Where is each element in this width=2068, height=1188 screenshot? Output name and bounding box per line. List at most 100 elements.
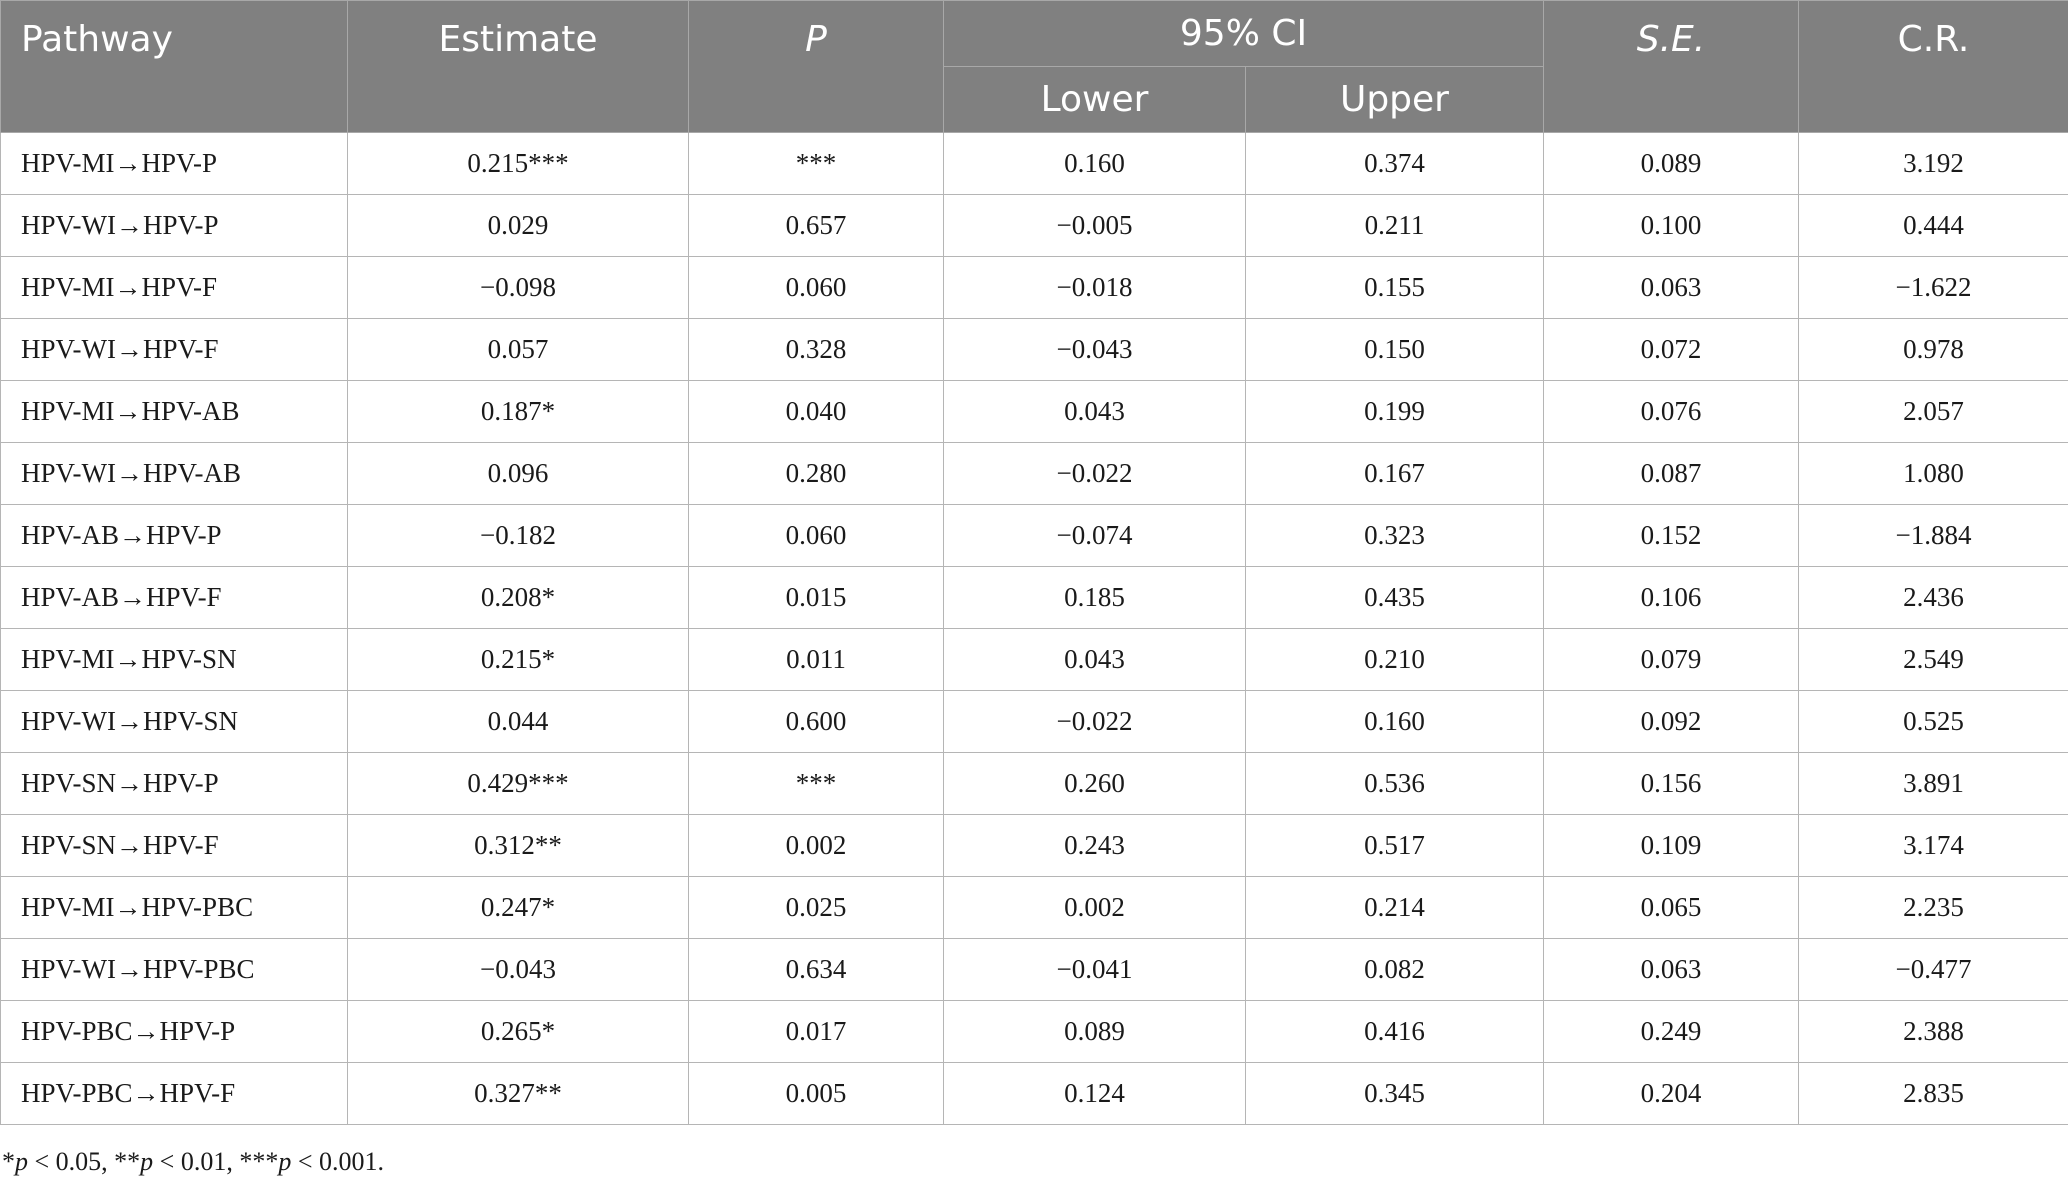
table-row: HPV-WI→HPV-F 0.057 0.328 −0.043 0.150 0.072 0.… — [0, 318, 2068, 381]
p-value-cell: 0.015 — [688, 566, 944, 629]
se-cell: 0.109 — [1543, 814, 1799, 877]
table-row: HPV-MI→HPV-SN 0.215* 0.011 0.043 0.210 0.079 2… — [0, 628, 2068, 691]
pathway-cell: HPV-MI→HPV-F — [0, 256, 348, 319]
se-cell: 0.087 — [1543, 442, 1799, 505]
ci-upper-cell: 0.160 — [1245, 690, 1544, 753]
ci-lower-cell: −0.043 — [943, 318, 1246, 381]
p-value-cell: 0.280 — [688, 442, 944, 505]
pathway-cell: HPV-MI→HPV-PBC — [0, 876, 348, 939]
p-value-cell: 0.060 — [688, 504, 944, 567]
header-lower: Lower — [943, 66, 1246, 133]
pathway-cell: HPV-PBC→HPV-P — [0, 1000, 348, 1063]
pathway-cell: HPV-AB→HPV-F — [0, 566, 348, 629]
header-row-2: Lower Upper — [1, 66, 2068, 133]
table-row: HPV-MI→HPV-PBC 0.247* 0.025 0.002 0.214 0.065… — [0, 876, 2068, 939]
pathway-cell: HPV-MI→HPV-P — [0, 132, 348, 195]
pathway-cell: HPV-MI→HPV-AB — [0, 380, 348, 443]
ci-lower-cell: −0.022 — [943, 442, 1246, 505]
header-row-1: Pathway Estimate P 95% CI S.E. C.R. — [0, 0, 2068, 133]
cr-cell: 2.388 — [1798, 1000, 2068, 1063]
footnote-italic-p: p — [140, 1147, 154, 1176]
pathway-cell: HPV-SN→HPV-F — [0, 814, 348, 877]
se-cell: 0.076 — [1543, 380, 1799, 443]
p-value-cell: 0.040 — [688, 380, 944, 443]
pathway-cell: HPV-PBC→HPV-F — [0, 1062, 348, 1125]
ci-lower-cell: −0.018 — [943, 256, 1246, 319]
estimate-cell: 0.096 — [347, 442, 689, 505]
pathway-cell: HPV-AB→HPV-P — [0, 504, 348, 567]
pathway-cell: HPV-WI→HPV-AB — [0, 442, 348, 505]
estimate-cell: 0.247* — [347, 876, 689, 939]
ci-upper-cell: 0.210 — [1245, 628, 1544, 691]
estimate-cell: 0.029 — [347, 194, 689, 257]
se-cell: 0.156 — [1543, 752, 1799, 815]
se-cell: 0.065 — [1543, 876, 1799, 939]
ci-lower-cell: −0.074 — [943, 504, 1246, 567]
ci-lower-cell: 0.043 — [943, 380, 1246, 443]
table-row: HPV-WI→HPV-SN 0.044 0.600 −0.022 0.160 0.092 0… — [0, 690, 2068, 753]
ci-upper-cell: 0.374 — [1245, 132, 1544, 195]
se-cell: 0.089 — [1543, 132, 1799, 195]
cr-cell: 0.444 — [1798, 194, 2068, 257]
pathway-cell: HPV-MI→HPV-SN — [0, 628, 348, 691]
estimate-cell: 0.265* — [347, 1000, 689, 1063]
ci-upper-cell: 0.416 — [1245, 1000, 1544, 1063]
header-upper: Upper — [1245, 66, 1544, 133]
table-row: HPV-WI→HPV-AB 0.096 0.280 −0.022 0.167 0.087 1… — [0, 442, 2068, 505]
estimate-cell: 0.208* — [347, 566, 689, 629]
ci-upper-cell: 0.211 — [1245, 194, 1544, 257]
table-row: HPV-AB→HPV-P −0.182 0.060 −0.074 0.323 0.152−… — [0, 504, 2068, 567]
p-value-cell: 0.002 — [688, 814, 944, 877]
estimate-cell: −0.043 — [347, 938, 689, 1001]
se-cell: 0.249 — [1543, 1000, 1799, 1063]
p-value-cell: 0.600 — [688, 690, 944, 753]
header-p: P — [688, 0, 944, 133]
ci-lower-cell: 0.089 — [943, 1000, 1246, 1063]
estimate-cell: −0.098 — [347, 256, 689, 319]
table-body: HPV-MI→HPV-P 0.215*** *** 0.160 0.374 0.089 3.… — [0, 132, 2068, 1125]
ci-upper-cell: 0.345 — [1245, 1062, 1544, 1125]
p-value-cell: *** — [688, 132, 944, 195]
footnote-text: < 0.05, ** — [28, 1147, 141, 1176]
cr-cell: 2.835 — [1798, 1062, 2068, 1125]
results-table: Pathway Estimate P 95% CI S.E. C.R. Lowe… — [0, 0, 2068, 1125]
ci-upper-cell: 0.199 — [1245, 380, 1544, 443]
estimate-cell: 0.187* — [347, 380, 689, 443]
ci-upper-cell: 0.323 — [1245, 504, 1544, 567]
p-value-cell: 0.025 — [688, 876, 944, 939]
ci-upper-cell: 0.536 — [1245, 752, 1544, 815]
cr-cell: 0.525 — [1798, 690, 2068, 753]
ci-lower-cell: 0.043 — [943, 628, 1246, 691]
estimate-cell: 0.312** — [347, 814, 689, 877]
estimate-cell: 0.215*** — [347, 132, 689, 195]
table-row: HPV-MI→HPV-F −0.098 0.060 −0.018 0.155 0.063−… — [0, 256, 2068, 319]
cr-cell: −0.477 — [1798, 938, 2068, 1001]
header-estimate: Estimate — [347, 0, 689, 133]
pathway-cell: HPV-WI→HPV-SN — [0, 690, 348, 753]
ci-lower-cell: 0.185 — [943, 566, 1246, 629]
header-cr: C.R. — [1798, 0, 2068, 133]
pathway-cell: HPV-SN→HPV-P — [0, 752, 348, 815]
cr-cell: 3.891 — [1798, 752, 2068, 815]
ci-upper-cell: 0.167 — [1245, 442, 1544, 505]
cr-cell: −1.884 — [1798, 504, 2068, 567]
ci-upper-cell: 0.150 — [1245, 318, 1544, 381]
ci-lower-cell: 0.243 — [943, 814, 1246, 877]
se-cell: 0.106 — [1543, 566, 1799, 629]
estimate-cell: 0.215* — [347, 628, 689, 691]
table-footnote: *p < 0.05, **p < 0.01, ***p < 0.001. — [2, 1147, 384, 1177]
estimate-cell: 0.057 — [347, 318, 689, 381]
cr-cell: 2.436 — [1798, 566, 2068, 629]
pathway-cell: HPV-WI→HPV-F — [0, 318, 348, 381]
ci-upper-cell: 0.214 — [1245, 876, 1544, 939]
se-cell: 0.063 — [1543, 938, 1799, 1001]
table-row: HPV-WI→HPV-PBC −0.043 0.634 −0.041 0.082 0.06… — [0, 938, 2068, 1001]
cr-cell: 1.080 — [1798, 442, 2068, 505]
estimate-cell: 0.429*** — [347, 752, 689, 815]
p-value-cell: 0.328 — [688, 318, 944, 381]
footnote-text: < 0.001. — [291, 1147, 385, 1176]
footnote-text: < 0.01, *** — [153, 1147, 279, 1176]
footnote-italic-p: p — [278, 1147, 292, 1176]
p-value-cell: 0.634 — [688, 938, 944, 1001]
ci-lower-cell: 0.002 — [943, 876, 1246, 939]
